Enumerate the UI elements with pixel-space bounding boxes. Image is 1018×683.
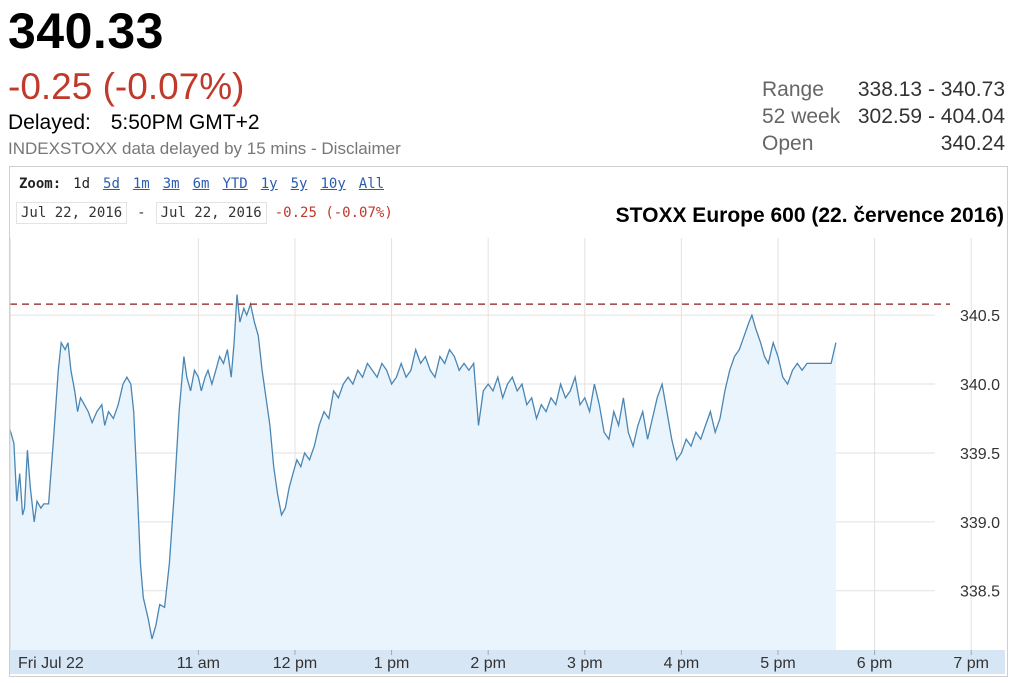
stat-label: Range [762,78,824,101]
zoom-option-1m[interactable]: 1m [132,176,150,192]
zoom-option-5d[interactable]: 5d [103,176,120,192]
chart-title: STOXX Europe 600 (22. července 2016) [615,204,1004,227]
zoom-option-3m[interactable]: 3m [162,176,180,192]
y-tick-label: 339.0 [960,515,1000,532]
x-tick-label: 3 pm [567,655,603,672]
x-tick-label: Fri Jul 22 [18,655,84,672]
zoom-option-all[interactable]: All [358,176,385,192]
range-end-date[interactable]: Jul 22, 2016 [155,202,267,224]
zoom-label: Zoom: [19,176,62,192]
stat-52-week: 52 week 302.59 - 404.04 [762,105,1005,132]
price-area [10,294,836,650]
y-tick-label: 338.5 [960,584,1000,601]
date-range: Jul 22, 2016 - Jul 22, 2016 -0.25 (-0.07… [16,202,393,224]
delayed-time: 5:50PM GMT+2 [110,111,260,134]
range-start-date[interactable]: Jul 22, 2016 [16,202,128,224]
zoom-bar: Zoom: 1d 5d 1m 3m 6m YTD 1y 5y 10y All [19,176,397,192]
y-tick-label: 340.5 [960,308,1000,325]
last-price: 340.33 [8,3,164,59]
zoom-option-6m[interactable]: 6m [192,176,210,192]
stat-value: 338.13 - 340.73 [857,78,1005,101]
delayed-label: Delayed: [8,111,91,134]
x-tick-label: 1 pm [374,655,410,672]
stat-value: 340.24 [940,132,1005,155]
x-tick-label: 5 pm [760,655,796,672]
zoom-option-5y[interactable]: 5y [290,176,308,192]
y-tick-label: 339.5 [960,446,1000,463]
stat-range: Range 338.13 - 340.73 [762,78,1005,105]
stat-label: Open [762,132,814,155]
zoom-option-ytd[interactable]: YTD [222,176,248,192]
zoom-option-10y[interactable]: 10y [320,176,346,192]
delayed-info: Delayed: 5:50PM GMT+2 [8,111,260,135]
x-tick-label: 6 pm [857,655,893,672]
price-line [9,294,837,640]
price-change: -0.25 (-0.07%) [8,66,245,107]
x-tick-label: 4 pm [664,655,700,672]
y-tick-label: 340.0 [960,377,1000,394]
x-tick-label: 7 pm [953,655,989,672]
stat-value: 302.59 - 404.04 [857,105,1005,128]
x-tick-label: 2 pm [470,655,506,672]
x-axis-band [10,650,1005,674]
zoom-option-1d[interactable]: 1d [73,176,91,192]
range-separator: - [137,205,146,221]
stat-label: 52 week [762,105,841,128]
x-tick-label: 11 am [177,655,220,672]
stat-open: Open 340.24 [762,132,1005,159]
x-tick-label: 12 pm [273,655,317,672]
range-change: -0.25 (-0.07%) [274,205,393,221]
quote-stats: Range 338.13 - 340.73 52 week 302.59 - 4… [762,78,1005,159]
zoom-option-1y[interactable]: 1y [260,176,278,192]
data-disclaimer: INDEXSTOXX data delayed by 15 mins - Dis… [8,139,401,158]
